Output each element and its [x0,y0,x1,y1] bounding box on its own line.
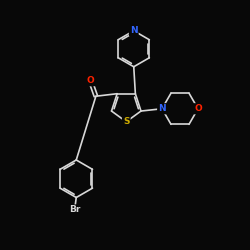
Text: N: N [130,26,138,35]
Text: N: N [158,104,166,113]
Text: O: O [86,76,94,85]
Text: S: S [123,117,130,126]
Text: O: O [194,104,202,113]
Text: Br: Br [69,206,81,214]
